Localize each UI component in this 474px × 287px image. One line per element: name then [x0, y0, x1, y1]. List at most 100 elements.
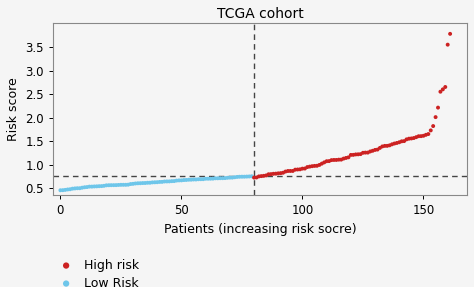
X-axis label: Patients (increasing risk socre): Patients (increasing risk socre) [164, 223, 356, 236]
Low Risk [144, 181, 151, 185]
Low Risk [219, 176, 227, 181]
High risk [415, 134, 422, 139]
Low Risk [175, 178, 183, 183]
Low Risk [224, 175, 231, 180]
Low Risk [197, 177, 205, 181]
High risk [306, 164, 313, 169]
Low Risk [165, 179, 173, 184]
High risk [429, 124, 437, 128]
High risk [425, 132, 432, 136]
High risk [376, 146, 384, 150]
Legend: High risk, Low Risk: High risk, Low Risk [51, 256, 141, 287]
Low Risk [119, 183, 127, 187]
Low Risk [81, 185, 89, 190]
High risk [279, 170, 287, 175]
High risk [313, 164, 321, 168]
Low Risk [187, 177, 195, 182]
Low Risk [170, 179, 178, 183]
Y-axis label: Risk score: Risk score [7, 77, 20, 141]
High risk [289, 169, 297, 173]
High risk [340, 156, 347, 161]
High risk [381, 144, 389, 148]
High risk [347, 153, 355, 157]
Low Risk [110, 183, 118, 187]
High risk [374, 147, 381, 152]
High risk [371, 148, 379, 152]
High risk [323, 159, 330, 164]
Low Risk [105, 183, 113, 187]
Low Risk [69, 186, 76, 191]
Low Risk [248, 174, 255, 179]
Low Risk [78, 185, 86, 190]
High risk [386, 143, 393, 148]
Low Risk [228, 175, 236, 180]
Low Risk [151, 180, 159, 185]
Low Risk [190, 177, 197, 182]
Low Risk [112, 183, 120, 187]
High risk [270, 172, 277, 176]
Low Risk [146, 181, 154, 185]
Low Risk [71, 186, 79, 191]
High risk [355, 152, 362, 157]
High risk [335, 157, 343, 162]
Low Risk [137, 181, 144, 185]
Low Risk [129, 182, 137, 186]
Low Risk [122, 183, 129, 187]
Low Risk [66, 187, 74, 191]
High risk [349, 153, 357, 157]
Low Risk [178, 178, 185, 183]
High risk [267, 172, 275, 177]
High risk [318, 161, 326, 166]
Low Risk [233, 174, 241, 179]
High risk [427, 128, 435, 133]
High risk [417, 134, 425, 138]
Low Risk [185, 177, 192, 182]
High risk [410, 136, 418, 140]
High risk [447, 32, 454, 36]
High risk [403, 137, 410, 142]
Low Risk [76, 186, 83, 191]
Low Risk [200, 177, 207, 181]
High risk [379, 144, 386, 149]
Low Risk [98, 184, 105, 188]
Low Risk [221, 176, 229, 181]
High risk [398, 139, 405, 144]
Low Risk [127, 182, 135, 186]
High risk [294, 167, 301, 172]
Low Risk [88, 184, 96, 189]
Low Risk [207, 177, 214, 181]
High risk [265, 172, 273, 177]
Low Risk [202, 177, 210, 181]
Low Risk [117, 183, 125, 187]
Low Risk [216, 176, 224, 181]
High risk [257, 174, 265, 179]
High risk [395, 140, 403, 145]
High risk [311, 164, 319, 168]
Low Risk [86, 184, 93, 189]
High risk [337, 157, 345, 162]
High risk [282, 169, 289, 174]
High risk [383, 144, 391, 148]
High risk [419, 133, 427, 138]
Low Risk [124, 182, 132, 187]
Low Risk [59, 188, 67, 193]
High risk [357, 152, 365, 156]
Low Risk [243, 174, 251, 179]
Title: TCGA cohort: TCGA cohort [217, 7, 303, 21]
High risk [391, 141, 398, 146]
High risk [352, 152, 359, 157]
Low Risk [134, 181, 142, 186]
Low Risk [246, 174, 253, 179]
Low Risk [209, 176, 217, 181]
High risk [292, 167, 299, 172]
Low Risk [158, 180, 166, 184]
Low Risk [180, 178, 188, 182]
Low Risk [236, 174, 243, 179]
Low Risk [214, 176, 221, 181]
High risk [412, 135, 420, 139]
Low Risk [62, 188, 69, 192]
High risk [328, 158, 335, 162]
High risk [369, 148, 376, 153]
Low Risk [149, 180, 156, 185]
High risk [434, 105, 442, 110]
